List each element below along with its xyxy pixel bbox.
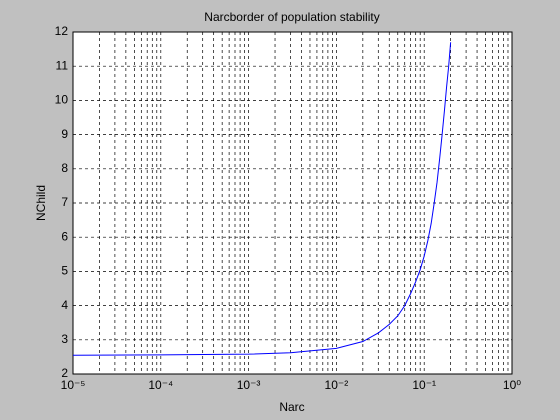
x-tick-label: 10⁰ xyxy=(503,378,521,392)
x-axis-label: Narc xyxy=(279,400,304,414)
y-tick-label: 12 xyxy=(55,24,69,38)
x-tick-label: 10⁻⁴ xyxy=(148,378,173,392)
y-tick-label: 5 xyxy=(61,264,68,278)
y-axis-label: NChild xyxy=(34,185,48,221)
y-tick-label: 11 xyxy=(56,58,69,72)
y-tick-label: 7 xyxy=(61,195,68,209)
x-tick-label: 10⁻⁵ xyxy=(61,378,86,392)
chart-title: Narcborder of population stability xyxy=(204,10,379,24)
x-tick-label: 10⁻¹ xyxy=(412,378,436,392)
x-tick-label: 10⁻² xyxy=(325,378,349,392)
y-tick-label: 9 xyxy=(61,127,68,141)
x-tick-label: 10⁻³ xyxy=(237,378,261,392)
y-tick-label: 3 xyxy=(61,332,68,346)
y-tick-label: 10 xyxy=(55,93,69,107)
line-series xyxy=(72,42,452,356)
y-tick-label: 2 xyxy=(61,366,68,380)
y-tick-label: 4 xyxy=(61,298,68,312)
axes-box xyxy=(72,31,513,375)
y-tick-label: 8 xyxy=(61,161,68,175)
y-tick-label: 6 xyxy=(61,229,68,243)
